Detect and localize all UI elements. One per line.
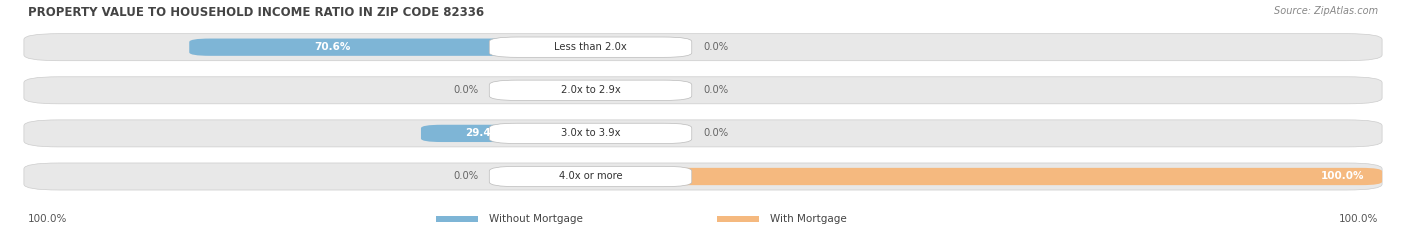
Text: 29.4%: 29.4%: [465, 128, 501, 138]
Text: 3.0x to 3.9x: 3.0x to 3.9x: [561, 128, 620, 138]
FancyBboxPatch shape: [489, 37, 692, 57]
FancyBboxPatch shape: [489, 166, 692, 187]
Text: 4.0x or more: 4.0x or more: [558, 171, 623, 182]
FancyBboxPatch shape: [489, 123, 692, 144]
Text: 0.0%: 0.0%: [703, 128, 728, 138]
FancyBboxPatch shape: [717, 216, 759, 222]
Text: 70.6%: 70.6%: [315, 42, 350, 52]
FancyBboxPatch shape: [24, 34, 1382, 61]
FancyBboxPatch shape: [586, 168, 1382, 185]
FancyBboxPatch shape: [190, 38, 595, 56]
FancyBboxPatch shape: [420, 125, 595, 142]
Text: Source: ZipAtlas.com: Source: ZipAtlas.com: [1274, 6, 1378, 16]
Text: 0.0%: 0.0%: [453, 171, 478, 182]
Text: 0.0%: 0.0%: [703, 85, 728, 95]
FancyBboxPatch shape: [24, 77, 1382, 104]
Text: 100.0%: 100.0%: [28, 214, 67, 224]
FancyBboxPatch shape: [24, 163, 1382, 190]
Text: Less than 2.0x: Less than 2.0x: [554, 42, 627, 52]
Text: 100.0%: 100.0%: [1322, 171, 1364, 182]
Text: 2.0x to 2.9x: 2.0x to 2.9x: [561, 85, 620, 95]
Text: PROPERTY VALUE TO HOUSEHOLD INCOME RATIO IN ZIP CODE 82336: PROPERTY VALUE TO HOUSEHOLD INCOME RATIO…: [28, 6, 484, 19]
Text: Without Mortgage: Without Mortgage: [489, 214, 583, 224]
FancyBboxPatch shape: [24, 120, 1382, 147]
Text: 100.0%: 100.0%: [1339, 214, 1378, 224]
Text: With Mortgage: With Mortgage: [770, 214, 848, 224]
Text: 0.0%: 0.0%: [703, 42, 728, 52]
FancyBboxPatch shape: [436, 216, 478, 222]
Text: 0.0%: 0.0%: [453, 85, 478, 95]
FancyBboxPatch shape: [489, 80, 692, 100]
